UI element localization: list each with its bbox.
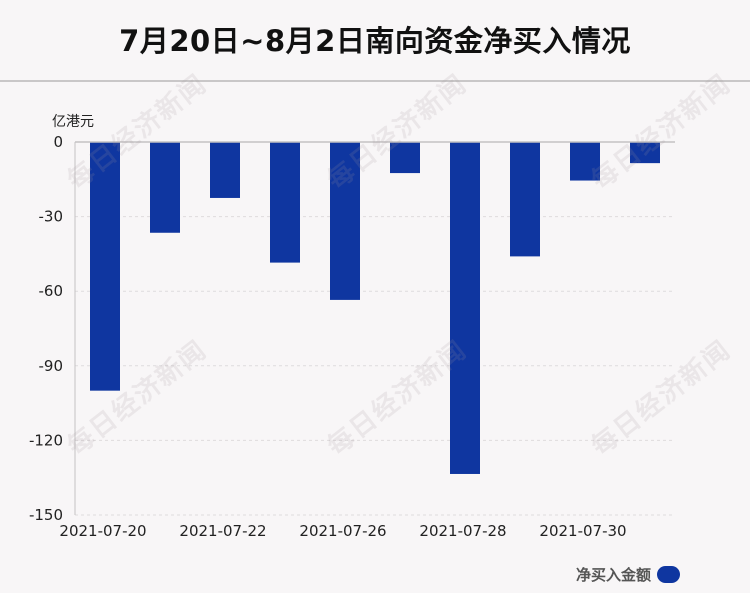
bar xyxy=(210,142,240,198)
title-divider xyxy=(0,80,750,82)
x-tick-label: 2021-07-26 xyxy=(299,522,386,540)
bar xyxy=(150,142,180,233)
bar xyxy=(570,142,600,181)
x-tick-label: 2021-07-28 xyxy=(419,522,506,540)
y-tick-label: 0 xyxy=(53,133,63,151)
y-axis-unit-label: 亿港元 xyxy=(52,114,94,130)
y-tick-label: -90 xyxy=(39,357,64,375)
bar xyxy=(450,142,480,474)
bar xyxy=(90,142,120,391)
y-tick-label: -30 xyxy=(39,208,64,226)
y-tick-label: -120 xyxy=(29,431,63,449)
x-tick-label: 2021-07-20 xyxy=(59,522,146,540)
chart-title: 7月20日~8月2日南向资金净买入情况 xyxy=(119,24,631,58)
bar xyxy=(630,142,660,164)
y-tick-label: -150 xyxy=(29,506,63,524)
bar xyxy=(510,142,540,257)
legend-label: 净买入金额 xyxy=(576,566,652,584)
legend-swatch xyxy=(657,566,681,583)
x-tick-label: 2021-07-30 xyxy=(539,522,626,540)
bar xyxy=(390,142,420,174)
chart-legend: 净买入金额 xyxy=(576,564,681,585)
bar xyxy=(270,142,300,263)
x-tick-label: 2021-07-22 xyxy=(179,522,266,540)
y-tick-label: -60 xyxy=(39,282,64,300)
bar xyxy=(330,142,360,300)
